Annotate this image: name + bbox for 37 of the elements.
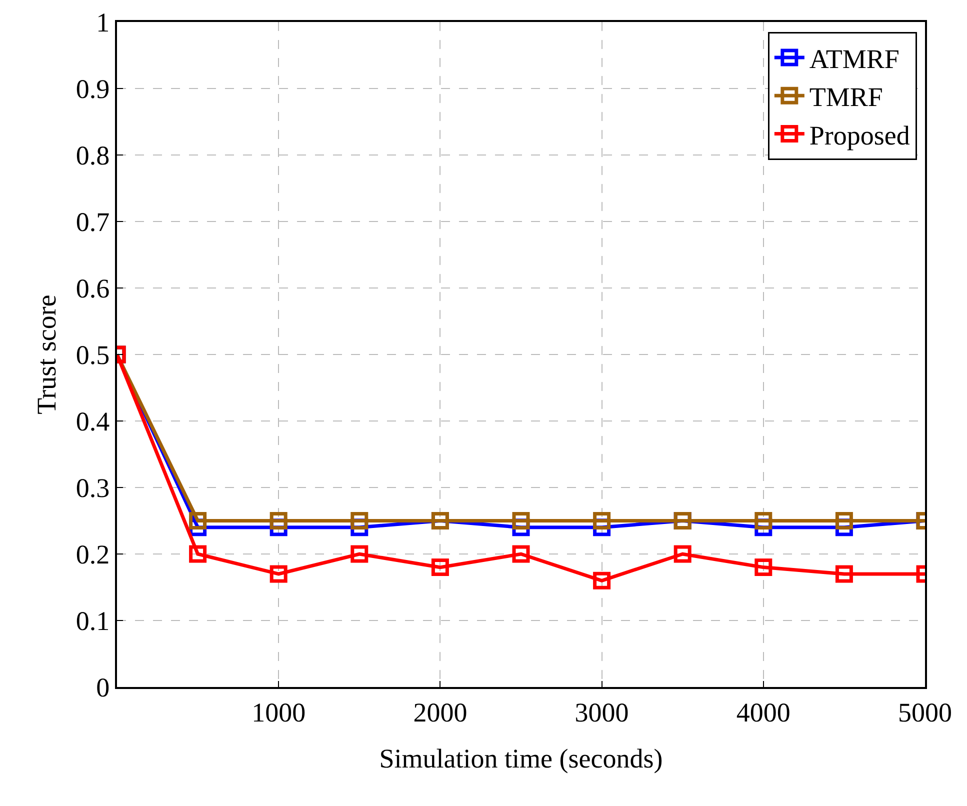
- y-tick-label: 0.6: [76, 273, 110, 304]
- point: [593, 512, 611, 530]
- legend-label: ATMRF: [809, 44, 900, 74]
- x-tick-label: 2000: [413, 697, 468, 728]
- point: [593, 572, 611, 590]
- point: [512, 512, 530, 530]
- x-tick-label: 4000: [736, 697, 790, 728]
- y-tick-label: 1: [96, 7, 110, 38]
- point: [270, 512, 288, 530]
- point: [431, 558, 449, 576]
- legend-label: Proposed: [809, 120, 910, 150]
- point: [835, 565, 853, 583]
- y-tick-label: 0.9: [76, 74, 110, 104]
- y-tick-label: 0.8: [76, 140, 110, 170]
- y-tick-label: 0.4: [76, 406, 110, 436]
- point: [835, 512, 853, 530]
- y-tick-label: 0.7: [76, 206, 110, 237]
- point: [350, 512, 368, 530]
- x-tick-label: 3000: [574, 697, 629, 728]
- y-tick-label: 0.1: [76, 606, 110, 636]
- y-tick-label: 0: [96, 672, 110, 702]
- point: [754, 558, 772, 576]
- point: [189, 512, 207, 530]
- x-tick-label: 1000: [252, 697, 306, 728]
- y-tick-label: 0.5: [76, 340, 110, 370]
- point: [270, 565, 288, 583]
- x-tick-label: 5000: [898, 697, 952, 728]
- y-axis-title: Trust score: [31, 294, 62, 414]
- legend-label: TMRF: [809, 82, 883, 112]
- point: [754, 512, 772, 530]
- point: [674, 545, 692, 563]
- x-axis-title: Simulation time (seconds): [379, 743, 663, 774]
- point: [512, 545, 530, 563]
- point: [189, 545, 207, 563]
- point: [350, 545, 368, 563]
- y-tick-label: 0.3: [76, 472, 110, 503]
- y-tick-label: 0.2: [76, 539, 110, 570]
